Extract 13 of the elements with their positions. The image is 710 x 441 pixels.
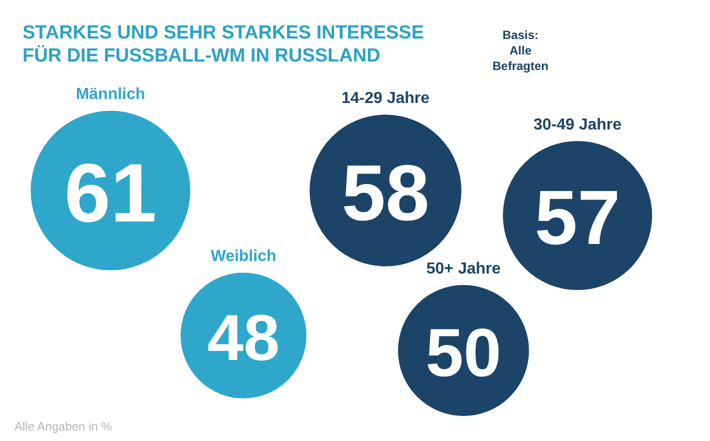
text: Alle Angaben in % <box>14 420 112 434</box>
category-label: Weiblich <box>210 248 276 266</box>
data-label: 50 <box>426 315 502 391</box>
data-label: 58 <box>342 148 430 237</box>
data-label: 57 <box>534 175 620 261</box>
text: Basis: Alle Befragten <box>492 28 549 73</box>
category-label: 30-49 Jahre <box>533 116 622 134</box>
data-label: 61 <box>64 146 157 240</box>
category-label: 14-29 Jahre <box>341 90 430 108</box>
data-label: 48 <box>207 301 280 374</box>
category-label: 50+ Jahre <box>426 260 501 278</box>
category-label: Männlich <box>76 86 146 104</box>
text: STARKES UND SEHR STARKES INTERESSE FÜR DIE FUSSBALL-WM IN RUSSLAND <box>22 22 424 67</box>
